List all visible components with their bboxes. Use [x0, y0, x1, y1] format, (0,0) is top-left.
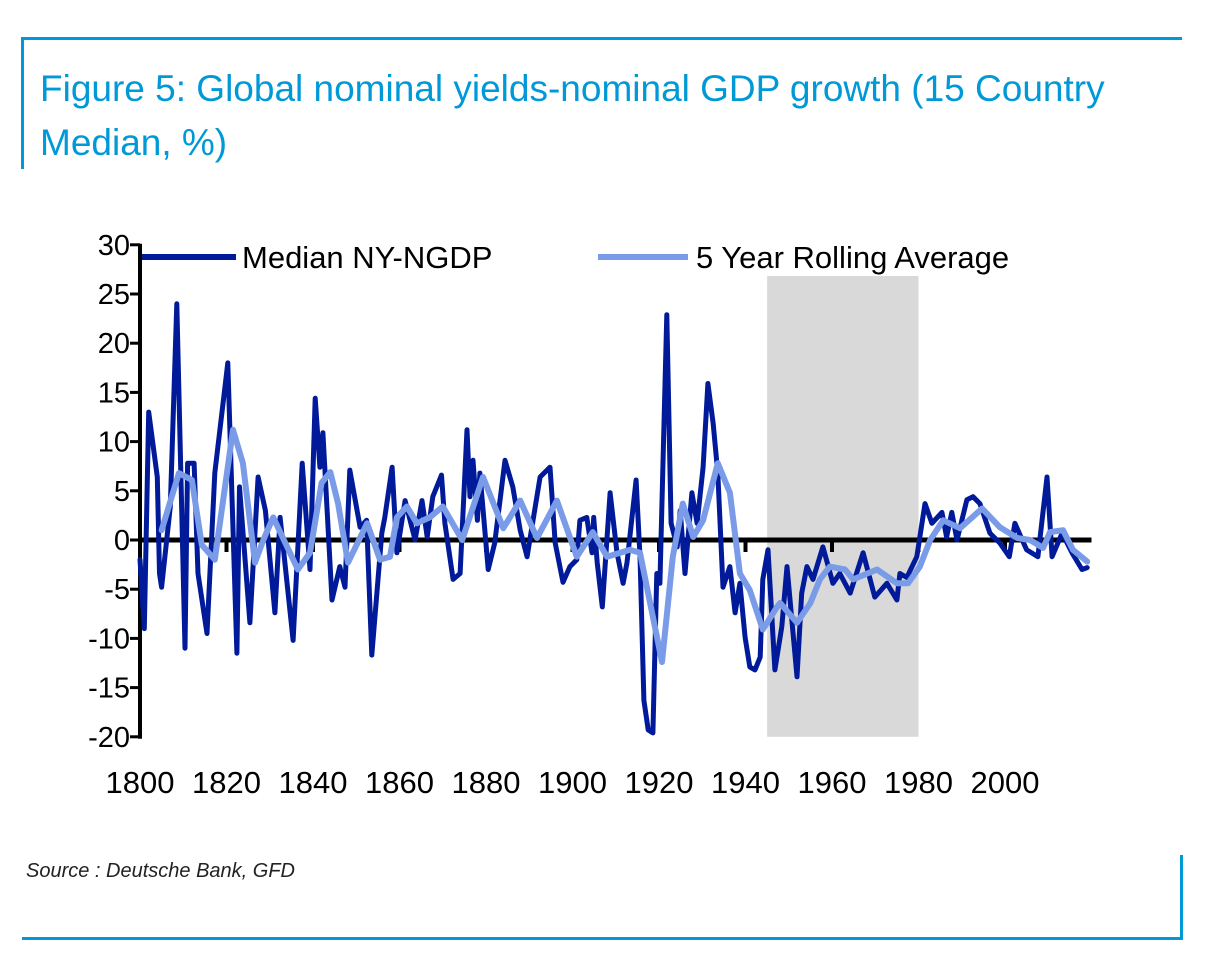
x-tick-label: 1820: [192, 765, 261, 800]
y-tick-label: 30: [98, 230, 130, 262]
x-tick-label: 1880: [452, 765, 521, 800]
source-note: Source : Deutsche Bank, GFD: [26, 860, 296, 882]
frame-right-border: [1180, 855, 1183, 940]
y-tick-label: 25: [98, 279, 130, 311]
y-tick-label: 0: [114, 525, 130, 557]
legend-bg-2: [690, 240, 1080, 276]
frame-top-border: [22, 37, 1182, 40]
figure-title: Figure 5: Global nominal yields-nominal …: [40, 68, 1105, 163]
x-tick-label: 1900: [538, 765, 607, 800]
y-tick-label: -10: [88, 623, 130, 655]
x-tick-label: 2000: [971, 765, 1040, 800]
y-tick-label: 15: [98, 377, 130, 409]
legend-label-median: Median NY-NGDP: [242, 240, 492, 275]
x-tick-label: 1800: [106, 765, 175, 800]
y-tick-label: 5: [114, 476, 130, 508]
y-tick-label: -5: [104, 574, 130, 606]
frame-left-border: [21, 37, 24, 169]
frame-bottom-border: [22, 937, 1183, 940]
x-tick-label: 1940: [711, 765, 780, 800]
x-tick-label: 1860: [365, 765, 434, 800]
x-tick-label: 1980: [884, 765, 953, 800]
x-tick-label: 1960: [798, 765, 867, 800]
legend-label-rolling: 5 Year Rolling Average: [696, 240, 1009, 275]
x-tick-label: 1920: [625, 765, 694, 800]
y-tick-label: -15: [88, 673, 130, 705]
y-tick-label: 20: [98, 328, 130, 360]
y-tick-label: -20: [88, 722, 130, 754]
y-tick-label: 10: [98, 427, 130, 459]
x-tick-label: 1840: [279, 765, 348, 800]
shaded-region: [767, 244, 919, 737]
legend-bg-1: [236, 240, 546, 276]
